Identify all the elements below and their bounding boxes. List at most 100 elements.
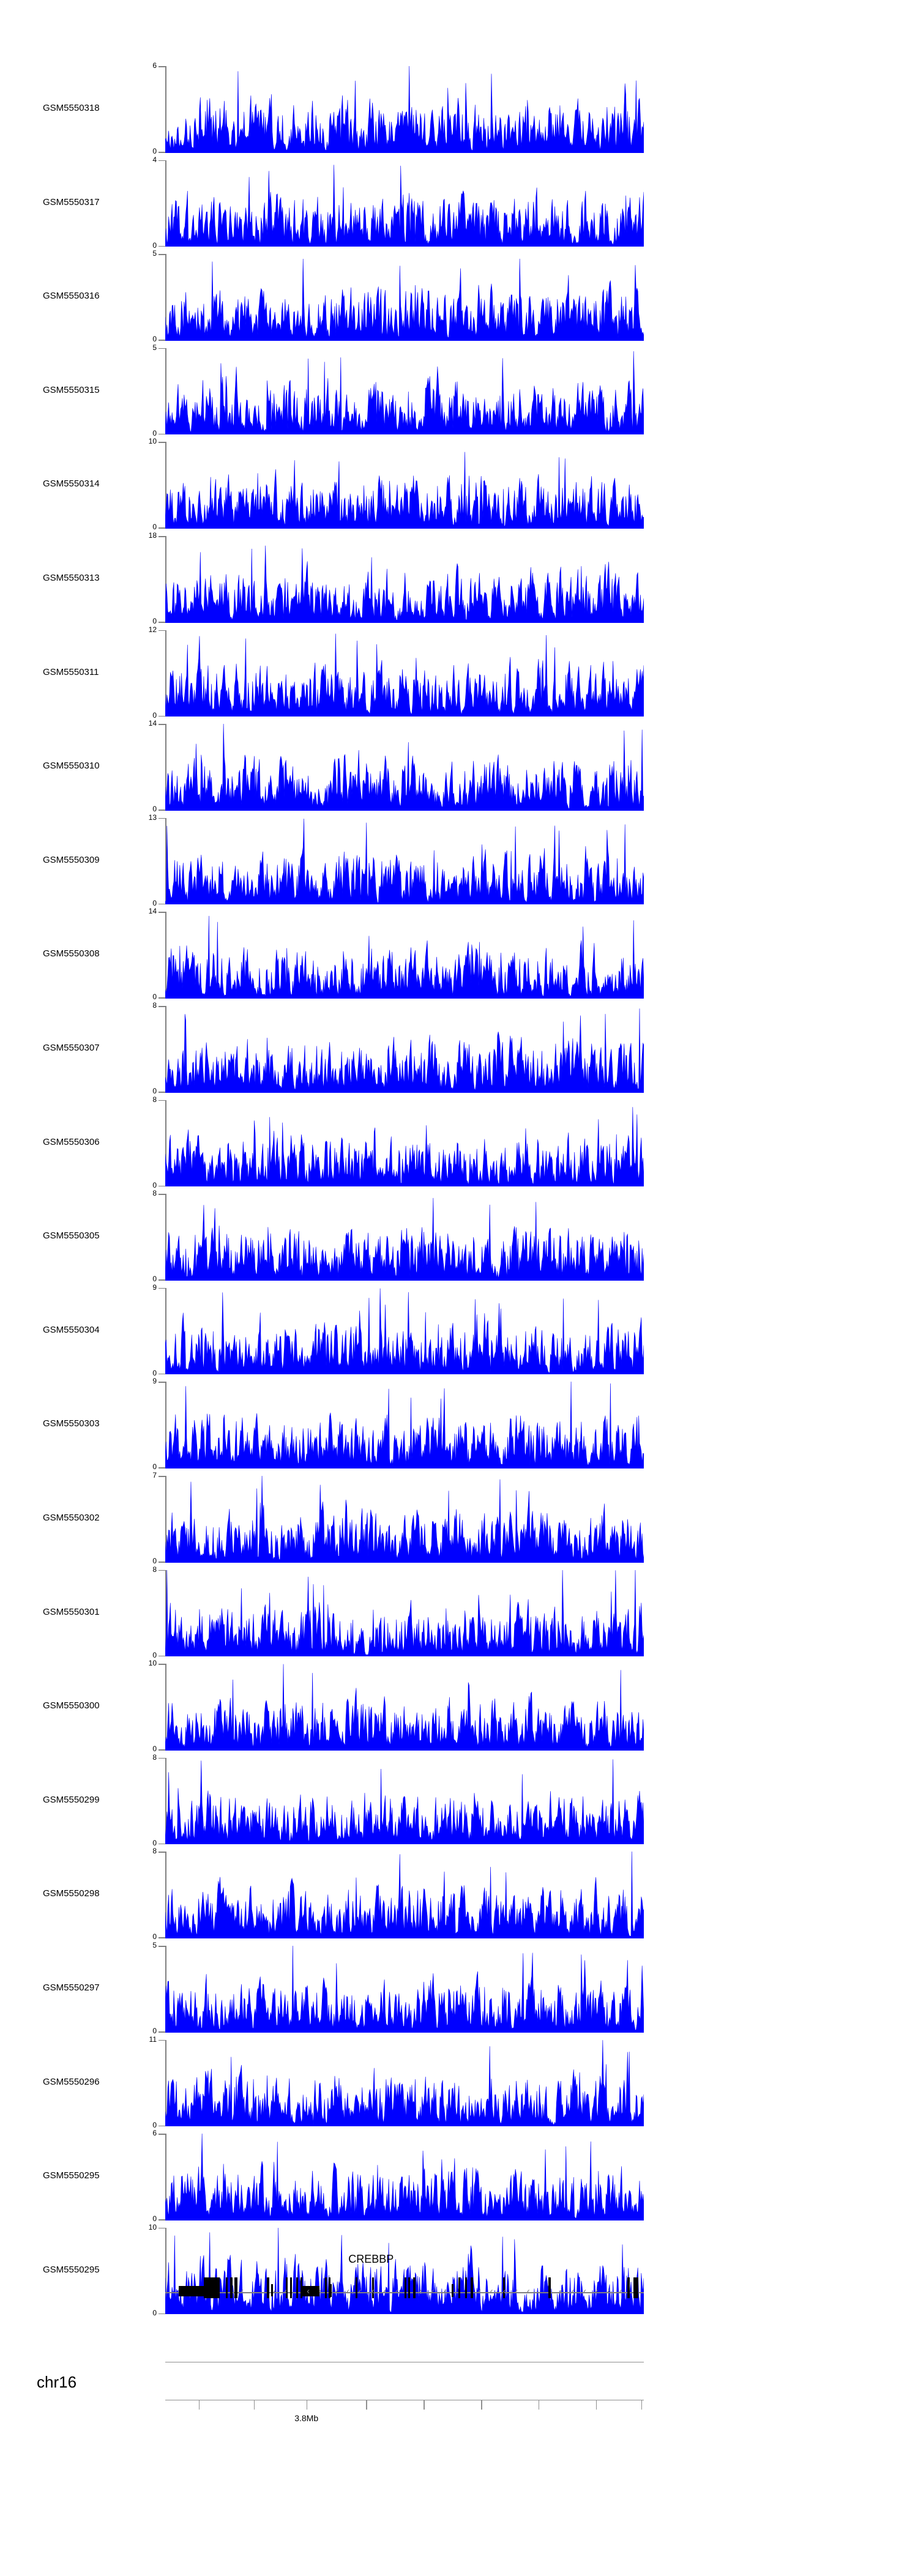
track-sample-label: GSM5550311 <box>43 666 99 677</box>
y-axis-spine <box>165 1757 166 1845</box>
y-axis-min-label: 0 <box>152 1087 157 1095</box>
coverage-baseline <box>165 2031 644 2033</box>
coverage-baseline <box>165 997 644 999</box>
y-axis-max-tick <box>159 817 165 819</box>
y-axis-min-tick <box>159 152 165 153</box>
coverage-plot-area <box>165 1100 644 1186</box>
gene-exon <box>234 2277 238 2298</box>
gene-exon <box>328 2277 330 2298</box>
y-axis-max-tick <box>159 1664 165 1665</box>
y-axis-max-label: 8 <box>152 1189 157 1198</box>
track-sample-label: GSM5550301 <box>43 1606 100 1617</box>
y-axis-min-tick <box>159 1562 165 1563</box>
axis-tick <box>366 2400 367 2410</box>
track-sample-label: GSM5550295 <box>43 2170 100 2181</box>
y-axis-max-label: 6 <box>152 2129 157 2138</box>
track-sample-label: GSM5550309 <box>43 854 100 865</box>
y-axis-min-label: 0 <box>152 1557 157 1565</box>
track-sample-label: GSM5550295 <box>43 2264 100 2275</box>
y-axis-spine <box>165 1287 166 1375</box>
y-axis-min-tick <box>159 1279 165 1281</box>
y-axis-max-label: 8 <box>152 1752 157 1762</box>
y-axis-max-label: 5 <box>152 343 157 352</box>
axis-tick <box>198 2400 200 2410</box>
y-axis-max-label: 8 <box>152 1001 157 1010</box>
y-axis-spine <box>165 724 166 811</box>
gene-strand-arrow-icon: ‹ <box>241 2286 244 2297</box>
coverage-plot-area <box>165 1006 644 1092</box>
axis-tick <box>481 2400 482 2410</box>
y-axis-max-label: 7 <box>152 1471 157 1480</box>
y-axis-spine <box>165 160 166 247</box>
y-axis-min-label: 0 <box>152 1180 157 1189</box>
axis-tick <box>253 2400 255 2410</box>
track-sample-label: GSM5550303 <box>43 1418 100 1429</box>
gene-strand-arrow-icon: ‹ <box>478 2286 482 2297</box>
gene-exon <box>286 2277 288 2298</box>
track-sample-label: GSM5550313 <box>43 573 100 583</box>
coverage-baseline <box>165 2125 644 2127</box>
y-axis-min-tick <box>159 2125 165 2127</box>
gene-exon <box>230 2277 233 2298</box>
coverage-plot-area <box>165 442 644 528</box>
track-sample-label: GSM5550308 <box>43 948 100 959</box>
coverage-plot-area <box>165 254 644 340</box>
y-axis-max-label: 10 <box>148 1659 157 1668</box>
gene-strand-arrow-icon: ‹ <box>559 2286 563 2297</box>
gene-strand-arrow-icon: ‹ <box>583 2286 587 2297</box>
y-axis-min-tick <box>159 1092 165 1093</box>
gene-exon <box>203 2277 220 2298</box>
gene-strand-arrow-icon: ‹ <box>273 2286 277 2297</box>
coverage-baseline <box>165 1467 644 1469</box>
y-axis-min-label: 0 <box>152 992 157 1002</box>
y-axis-max-tick <box>159 1569 165 1571</box>
coverage-plot-area <box>165 1288 644 1374</box>
track-sample-label: GSM5550306 <box>43 1136 100 1147</box>
coverage-plot-area <box>165 2134 644 2220</box>
gene-strand-arrow-icon: ‹ <box>607 2286 611 2297</box>
y-axis-spine <box>165 66 166 153</box>
coverage-baseline <box>165 1562 644 1563</box>
gene-exon <box>266 2277 269 2298</box>
y-axis-max-label: 11 <box>149 2034 157 2044</box>
y-axis-max-label: 9 <box>152 1282 157 1292</box>
gene-exon <box>627 2277 630 2298</box>
y-axis-spine <box>165 630 166 717</box>
gene-strand-arrow-icon: ‹ <box>318 2286 322 2297</box>
y-axis-max-tick <box>159 2039 165 2041</box>
gene-exon <box>225 2277 228 2298</box>
coverage-plot-area <box>165 2227 644 2314</box>
y-axis-min-label: 0 <box>152 617 157 625</box>
y-axis-min-label: 0 <box>152 1838 157 1847</box>
y-axis-min-label: 0 <box>152 1650 157 1659</box>
y-axis-min-label: 0 <box>152 805 157 814</box>
coverage-plot-area <box>165 1664 644 1750</box>
y-axis-max-label: 10 <box>148 2222 157 2232</box>
track-sample-label: GSM5550300 <box>43 1700 100 1711</box>
gene-strand-arrow-icon: ‹ <box>307 2286 310 2297</box>
y-axis-min-tick <box>159 810 165 811</box>
gene-exon <box>405 2277 407 2298</box>
y-axis-min-label: 0 <box>152 1932 157 1941</box>
y-axis-max-tick <box>159 1476 165 1477</box>
y-axis-max-label: 8 <box>152 1095 157 1104</box>
coverage-baseline <box>165 715 644 717</box>
y-axis-max-label: 8 <box>152 1847 157 1856</box>
y-axis-max-label: 18 <box>148 531 157 540</box>
y-axis-min-label: 0 <box>152 2027 157 2035</box>
gene-strand-arrow-icon: ‹ <box>395 2286 398 2297</box>
y-axis-min-label: 0 <box>152 523 157 532</box>
y-axis-max-label: 5 <box>152 1941 157 1949</box>
gene-strand-arrow-icon: ‹ <box>571 2286 575 2297</box>
y-axis-min-label: 0 <box>152 240 157 250</box>
y-axis-spine <box>165 2227 166 2315</box>
y-axis-min-label: 0 <box>152 2214 157 2224</box>
gene-exon <box>300 2277 303 2298</box>
coverage-plot-area <box>165 630 644 716</box>
coverage-plot-area <box>165 1569 644 1656</box>
coverage-baseline <box>165 1373 644 1375</box>
gene-exon <box>470 2277 473 2298</box>
track-sample-label: GSM5550297 <box>43 1982 100 1993</box>
y-axis-max-label: 6 <box>152 61 157 70</box>
